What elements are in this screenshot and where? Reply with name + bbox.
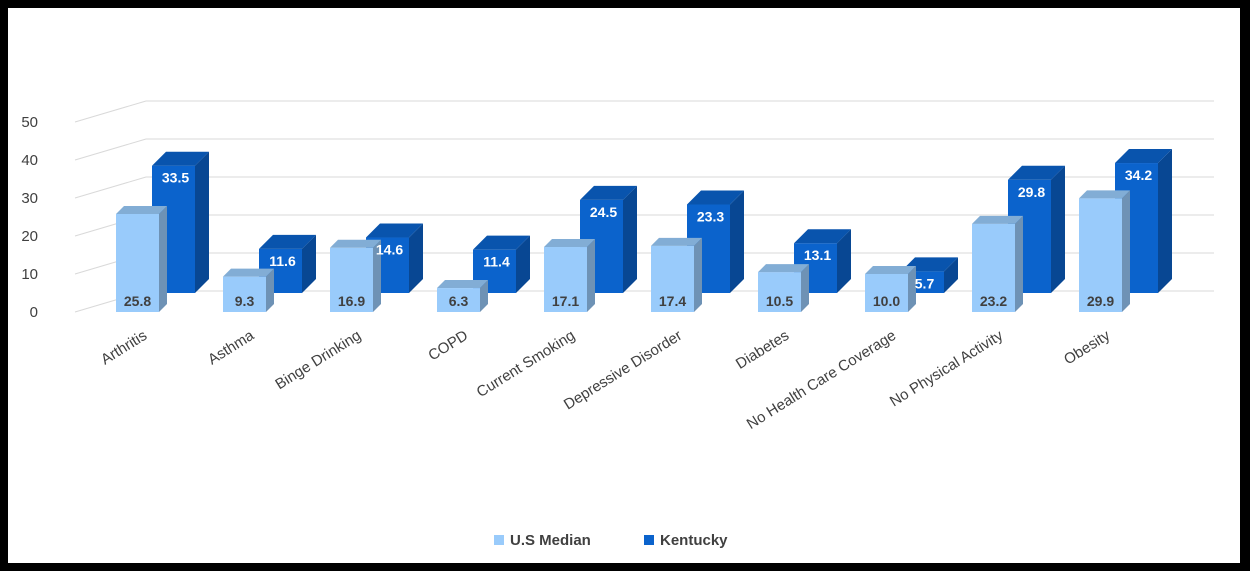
data-label-kentucky: 5.7 xyxy=(915,275,935,291)
y-tick-label: 50 xyxy=(21,114,38,131)
bar-us-median-front xyxy=(223,276,266,312)
bar-us-median-top xyxy=(972,215,1023,224)
bar-kentucky-side xyxy=(302,234,316,293)
bar-kentucky-side xyxy=(195,151,209,293)
data-label-kentucky: 29.8 xyxy=(1018,184,1045,200)
y-tick-label: 20 xyxy=(21,228,38,245)
bar-kentucky-top xyxy=(580,185,637,200)
data-label-kentucky: 11.6 xyxy=(269,253,296,269)
bar-us-median-side xyxy=(1015,215,1023,312)
legend-swatch xyxy=(494,535,504,545)
bar-us-median-side xyxy=(266,268,274,312)
data-label-us-median: 16.9 xyxy=(338,293,365,309)
data-label-us-median: 6.3 xyxy=(449,293,469,309)
bar-kentucky-side xyxy=(730,190,744,293)
bar-us-median-top xyxy=(437,280,488,289)
bar-kentucky-side xyxy=(837,229,851,293)
bar-us-median-front xyxy=(651,245,694,312)
bar-us-median-top xyxy=(865,266,916,274)
bar-us-median-side xyxy=(480,280,488,312)
y-tick-label: 40 xyxy=(21,152,38,169)
bar-us-median-top xyxy=(330,239,381,248)
data-label-us-median: 25.8 xyxy=(124,293,151,309)
bar-kentucky-top xyxy=(687,190,744,205)
legend-swatch xyxy=(644,535,654,545)
bar-kentucky-side xyxy=(1051,165,1065,293)
bar-us-median-top xyxy=(758,264,809,273)
bar-kentucky-side xyxy=(409,223,423,293)
bar-us-median-top xyxy=(223,268,274,277)
bar-us-median-front xyxy=(330,247,373,312)
bar-us-median-side xyxy=(801,264,809,312)
bar-us-median-front xyxy=(116,213,159,312)
category-label: COPD xyxy=(425,327,471,364)
category-label: Obesity xyxy=(1061,327,1114,369)
bar-us-median-front xyxy=(972,223,1015,312)
bar-us-median-front xyxy=(544,247,587,312)
category-label: Depressive Disorder xyxy=(561,327,685,413)
bar-kentucky-top xyxy=(152,151,209,166)
category-label: No Physical Activity xyxy=(887,327,1007,411)
data-label-us-median: 17.1 xyxy=(552,293,579,309)
bar-us-median-side xyxy=(908,266,916,312)
data-label-kentucky: 13.1 xyxy=(804,247,831,263)
data-label-kentucky: 24.5 xyxy=(590,204,617,220)
category-label: Asthma xyxy=(205,327,258,369)
bar-us-median-front xyxy=(758,272,801,312)
bar-kentucky-top xyxy=(259,234,316,249)
data-label-kentucky: 23.3 xyxy=(697,208,724,224)
bar-kentucky-side xyxy=(944,257,958,293)
bar-us-median-top xyxy=(116,205,167,214)
data-label-us-median: 9.3 xyxy=(235,293,255,309)
category-label: Current Smoking xyxy=(474,327,578,401)
data-label-kentucky: 33.5 xyxy=(162,170,189,186)
bar-us-median-side xyxy=(373,239,381,312)
bar-us-median-front xyxy=(865,274,908,312)
category-label: Diabetes xyxy=(733,327,792,373)
data-label-us-median: 10.0 xyxy=(873,293,900,309)
data-label-kentucky: 34.2 xyxy=(1125,167,1152,183)
bar-us-median-side xyxy=(587,239,595,312)
chart-frame: 0 10 20 30 40 50 33.5 25.8 Arthritis 11.6 9.3 Asthm… xyxy=(8,8,1240,563)
gridline-wall-40 xyxy=(74,138,147,161)
legend-label: Kentucky xyxy=(660,532,728,549)
bar-kentucky-top xyxy=(1008,165,1065,180)
bar-us-median-top xyxy=(1079,190,1130,199)
bar-kentucky-side xyxy=(516,235,530,293)
data-label-us-median: 29.9 xyxy=(1087,293,1114,309)
data-label-kentucky: 11.4 xyxy=(483,254,510,270)
bar-kentucky-top xyxy=(366,223,423,238)
bar-kentucky-top xyxy=(1115,149,1172,164)
data-label-us-median: 10.5 xyxy=(766,293,793,309)
legend-label: U.S Median xyxy=(510,532,591,549)
bar-us-median-side xyxy=(1122,190,1130,312)
y-tick-label: 0 xyxy=(30,304,38,321)
bar-kentucky-side xyxy=(623,185,637,293)
bar-us-median-front xyxy=(437,288,480,312)
bar-us-median-side xyxy=(694,237,702,312)
y-tick-label: 10 xyxy=(21,266,38,283)
bar-kentucky-top xyxy=(473,235,530,250)
data-label-kentucky: 14.6 xyxy=(376,242,403,258)
bar-us-median-top xyxy=(651,237,702,246)
bar-us-median-front xyxy=(1079,198,1122,312)
bar-us-median-top xyxy=(544,239,595,248)
category-label: Binge Drinking xyxy=(272,327,364,393)
bar-kentucky-side xyxy=(1158,149,1172,293)
category-label: Arthritis xyxy=(98,327,150,368)
data-label-us-median: 23.2 xyxy=(980,293,1007,309)
data-label-us-median: 17.4 xyxy=(659,293,686,309)
gridline-wall-50 xyxy=(74,100,147,123)
gridline-wall-30 xyxy=(74,176,147,199)
chart-svg: 0 10 20 30 40 50 33.5 25.8 Arthritis 11.6 9.3 Asthm… xyxy=(21,100,1214,549)
bar-us-median-side xyxy=(159,205,167,312)
bar-kentucky-top xyxy=(794,229,851,244)
y-tick-label: 30 xyxy=(21,190,38,207)
